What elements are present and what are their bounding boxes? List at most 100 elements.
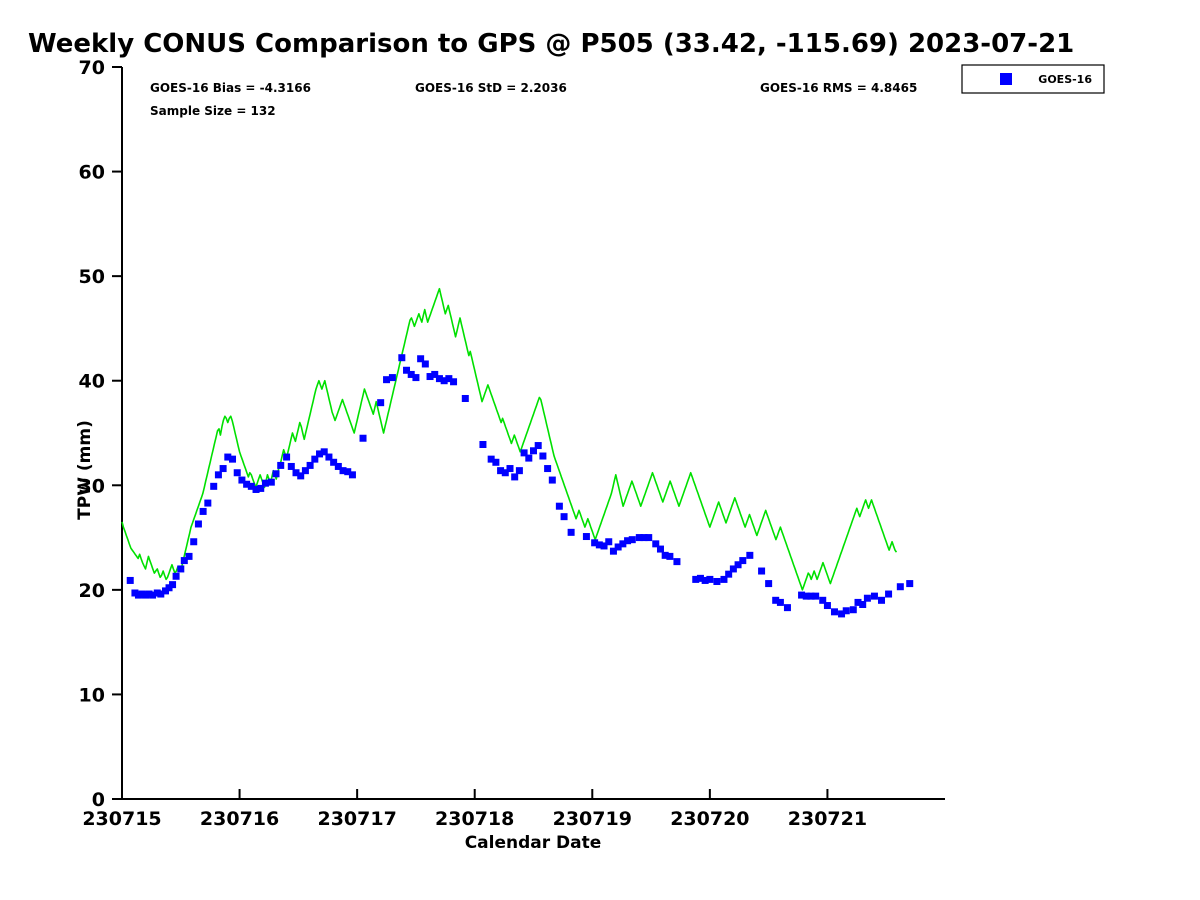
data-point: [849, 606, 857, 614]
data-point: [339, 467, 347, 475]
y-axis-ticks: 0 10 20 30 40 50 60 70: [79, 57, 122, 811]
stat-std: GOES-16 StD = 2.2036: [415, 81, 567, 95]
data-point: [461, 394, 469, 402]
data-point: [673, 558, 681, 566]
data-point: [126, 576, 134, 584]
data-point: [645, 534, 653, 542]
data-point: [210, 482, 218, 490]
data-point: [172, 572, 180, 580]
data-point: [783, 604, 791, 612]
data-point: [306, 461, 314, 469]
data-point: [906, 580, 914, 588]
data-point: [297, 472, 305, 480]
data-point: [497, 467, 505, 475]
data-point: [854, 598, 862, 606]
y-tick-label: 60: [79, 162, 105, 184]
data-point: [605, 538, 613, 546]
data-point: [823, 602, 831, 610]
data-point: [530, 447, 537, 455]
data-point: [802, 592, 810, 600]
data-point: [807, 592, 815, 600]
data-point: [180, 557, 188, 565]
data-point: [162, 587, 169, 595]
x-tick-label: 230718: [435, 808, 514, 830]
stat-sample-size: Sample Size = 132: [150, 104, 276, 118]
legend-marker-goes16: [1000, 73, 1012, 85]
data-point: [758, 567, 766, 575]
data-point: [666, 552, 674, 560]
data-point: [515, 467, 523, 475]
data-point: [316, 450, 324, 458]
data-point: [138, 590, 146, 598]
data-point: [739, 557, 747, 565]
data-point: [145, 590, 153, 598]
series-line-gps: [121, 287, 898, 591]
data-point: [830, 608, 838, 616]
series-scatter-goes16: [126, 354, 914, 618]
data-point: [544, 465, 552, 473]
data-point: [863, 594, 871, 602]
data-point: [199, 507, 207, 515]
data-point: [388, 374, 396, 382]
data-point: [511, 473, 519, 481]
data-point: [842, 607, 850, 615]
data-point: [440, 377, 448, 385]
data-point: [838, 610, 846, 618]
data-point: [204, 499, 212, 507]
data-point: [131, 589, 139, 597]
y-tick-label: 20: [79, 580, 105, 602]
data-point: [301, 467, 309, 475]
data-point: [450, 378, 458, 386]
data-point: [169, 581, 177, 589]
data-point: [435, 375, 443, 383]
data-point: [149, 591, 157, 599]
data-point: [595, 541, 603, 549]
data-point: [142, 591, 150, 599]
data-point: [421, 360, 429, 368]
data-point: [272, 470, 280, 478]
data-point: [224, 453, 232, 461]
data-point: [157, 590, 165, 598]
data-point: [417, 355, 425, 363]
data-point: [798, 591, 806, 599]
data-point: [426, 373, 434, 381]
data-point: [692, 575, 700, 583]
data-point: [525, 454, 533, 462]
x-tick-label: 230717: [317, 808, 396, 830]
data-point: [720, 575, 728, 583]
data-point: [661, 551, 669, 559]
data-point: [185, 552, 193, 560]
y-axis-label: TPW (mm): [75, 420, 95, 520]
data-point: [177, 565, 185, 573]
data-point: [506, 465, 514, 473]
data-point: [619, 540, 627, 548]
data-point: [567, 528, 575, 536]
data-point: [713, 577, 721, 585]
data-point: [407, 370, 415, 378]
data-point: [534, 442, 542, 450]
data-point: [243, 480, 251, 488]
data-point: [725, 570, 733, 578]
data-point: [501, 469, 509, 477]
data-point: [812, 592, 820, 600]
legend[interactable]: GOES-16: [961, 64, 1105, 94]
data-point: [233, 469, 241, 477]
x-axis-ticks: 230715 230716 230717 230718 230719 230720 2307…: [82, 789, 867, 830]
plot-area: 0 10 20 30 40 50 60 70 230715 230716 230717 230718…: [79, 57, 945, 830]
data-point: [859, 601, 867, 608]
data-series-layer: [121, 287, 914, 618]
data-point: [600, 542, 608, 550]
data-point: [190, 538, 198, 546]
data-point: [153, 589, 161, 597]
data-point: [591, 539, 599, 547]
data-point: [487, 455, 495, 463]
data-point: [287, 462, 295, 470]
data-point: [445, 375, 453, 383]
data-point: [261, 479, 269, 487]
y-tick-label: 50: [79, 266, 105, 288]
data-point: [539, 452, 547, 460]
legend-frame: [961, 64, 1105, 94]
data-point: [479, 441, 487, 448]
data-point: [311, 455, 319, 463]
